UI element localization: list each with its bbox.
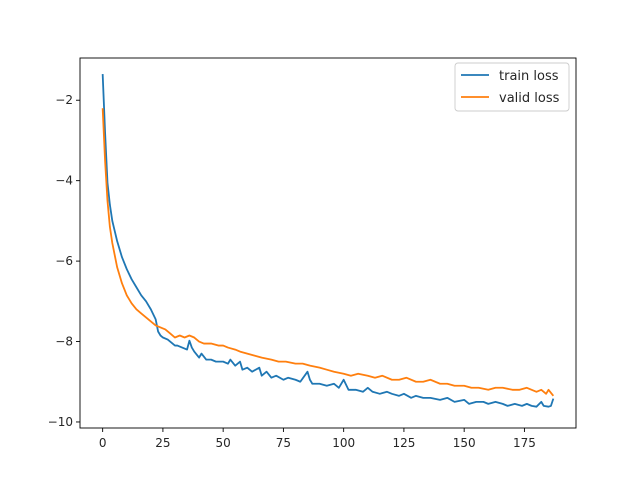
y-tick-label: −8 (55, 335, 73, 349)
legend: train loss valid loss (454, 62, 570, 112)
x-tick-label: 25 (155, 436, 170, 450)
x-tick-label: 175 (513, 436, 536, 450)
series-line-valid-loss (101, 108, 555, 397)
series-line-train-loss (101, 74, 555, 408)
y-tick-label: −6 (55, 254, 73, 268)
y-tick-label: −10 (48, 415, 73, 429)
plot-lines (101, 74, 555, 408)
legend-label-valid-loss: valid loss (499, 91, 560, 106)
y-axis-ticks: −10 −8 −6 −4 −2 (48, 93, 80, 429)
y-tick-label: −4 (55, 174, 73, 188)
x-tick-label: 100 (332, 436, 355, 450)
y-tick-label: −2 (55, 93, 73, 107)
x-tick-label: 150 (453, 436, 476, 450)
x-tick-label: 50 (216, 436, 231, 450)
x-tick-label: 0 (99, 436, 107, 450)
x-axis-ticks: 0 25 50 75 100 125 150 175 (99, 428, 536, 450)
x-tick-label: 75 (276, 436, 291, 450)
x-tick-label: 125 (392, 436, 415, 450)
plot-frame (79, 57, 577, 429)
legend-label-train-loss: train loss (499, 69, 559, 84)
